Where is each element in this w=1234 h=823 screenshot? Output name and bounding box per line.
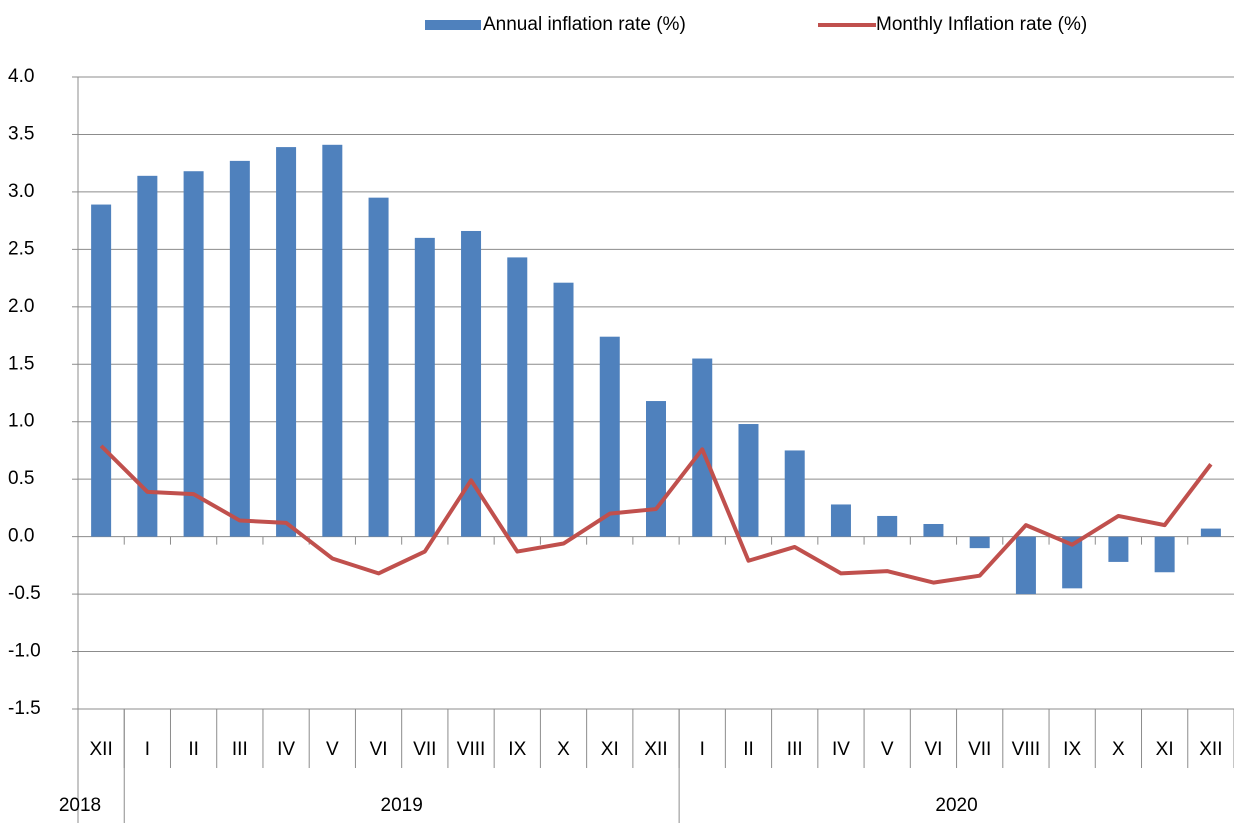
bar: [969, 536, 990, 549]
x-tick-label: X: [1112, 739, 1125, 760]
x-tick-label: VIII: [457, 739, 486, 760]
x-tick-label: XI: [1156, 739, 1174, 760]
line: [99, 444, 1213, 585]
bar: [599, 336, 620, 537]
x-tick-label: IV: [277, 739, 295, 760]
x-tick-label: V: [881, 739, 894, 760]
x-tick-label: IX: [508, 739, 526, 760]
x-tick-label: II: [188, 739, 199, 760]
bar: [507, 257, 528, 537]
y-tick-label: 0.5: [8, 468, 34, 489]
y-tick-label: 3.0: [8, 181, 34, 202]
bar: [784, 450, 805, 537]
group-label: 2020: [935, 795, 977, 816]
y-tick-label: 2.5: [8, 238, 34, 259]
x-tick-label: X: [557, 739, 570, 760]
bar: [646, 401, 666, 537]
bar: [368, 197, 389, 537]
bar: [1154, 536, 1175, 573]
group-label: 2018: [59, 795, 101, 816]
bar: [322, 144, 343, 537]
x-tick-label: I: [145, 739, 150, 760]
bar: [183, 171, 204, 537]
y-tick-label: -1.0: [8, 641, 41, 662]
x-tick-label: II: [743, 739, 754, 760]
legend-swatch: [425, 20, 481, 30]
bar: [91, 204, 112, 537]
x-tick-label: IV: [832, 739, 850, 760]
bar: [1062, 536, 1083, 589]
bar: [461, 230, 482, 537]
y-tick-label: -0.5: [8, 583, 41, 604]
bar: [830, 504, 851, 537]
x-tick-label: VII: [968, 739, 991, 760]
bar: [738, 424, 759, 537]
x-tick-label: XII: [644, 739, 667, 760]
x-tick-label: VII: [413, 739, 436, 760]
y-tick-label: 4.0: [8, 66, 34, 87]
x-tick-label: IX: [1063, 739, 1081, 760]
y-tick-label: 0.0: [8, 526, 34, 547]
x-tick-label: VI: [370, 739, 388, 760]
bar: [414, 237, 435, 537]
bar: [1108, 536, 1129, 562]
y-tick-label: -1.5: [8, 698, 41, 719]
y-tick-label: 1.5: [8, 353, 34, 374]
legend-label: Annual inflation rate (%): [483, 14, 686, 35]
x-tick-label: I: [700, 739, 705, 760]
bar: [137, 175, 158, 537]
x-tick-label: III: [232, 739, 248, 760]
bar: [1015, 536, 1036, 595]
x-tick-label: VI: [924, 739, 942, 760]
bar: [923, 523, 944, 537]
y-tick-label: 3.5: [8, 123, 34, 144]
x-tick-label: VIII: [1012, 739, 1041, 760]
bar: [877, 515, 898, 537]
y-tick-label: 1.0: [8, 411, 34, 432]
x-tick-label: XII: [1199, 739, 1222, 760]
x-tick-label: XI: [601, 739, 619, 760]
x-tick-label: XII: [90, 739, 113, 760]
bar: [553, 282, 574, 537]
group-label: 2019: [381, 795, 423, 816]
x-tick-label: III: [787, 739, 803, 760]
bar: [276, 147, 297, 537]
bar: [1200, 528, 1221, 537]
y-tick-label: 2.0: [8, 296, 34, 317]
x-tick-label: V: [326, 739, 339, 760]
legend-label: Monthly Inflation rate (%): [876, 14, 1087, 35]
bar: [229, 160, 250, 537]
